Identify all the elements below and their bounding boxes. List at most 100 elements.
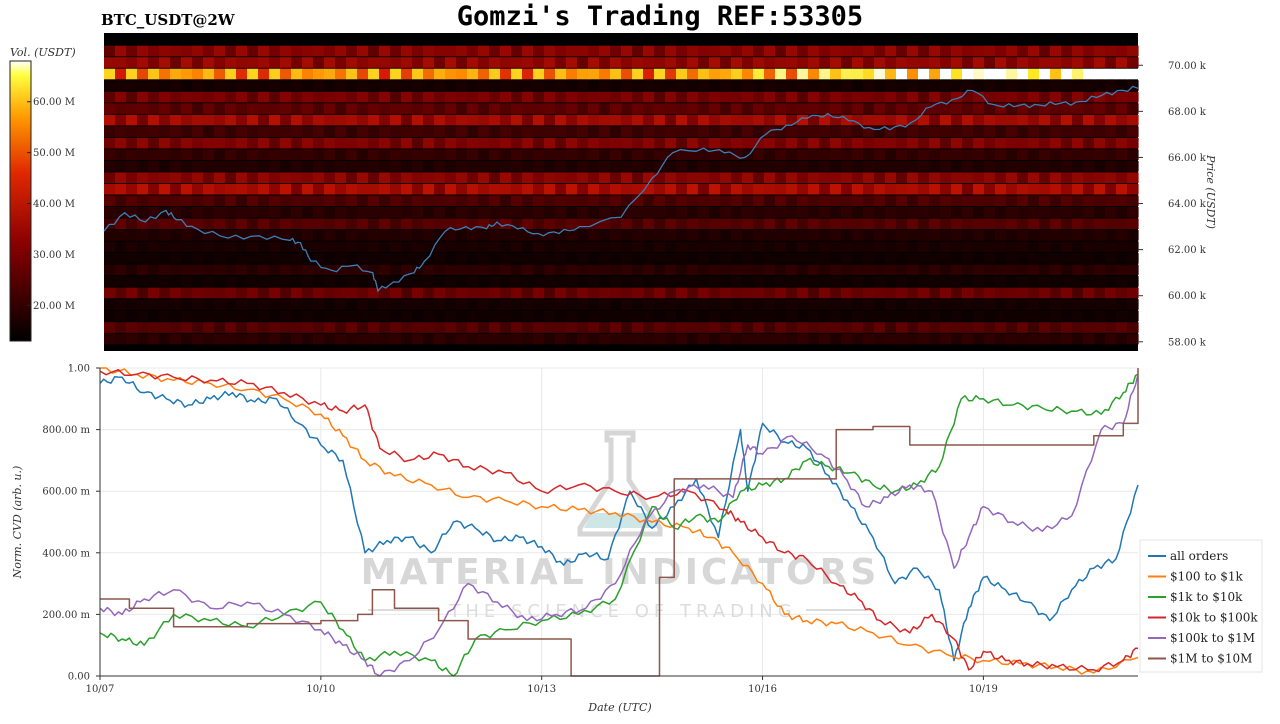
heatmap-cell [962,206,974,218]
heatmap-cell [192,68,204,80]
heatmap-cell [412,126,424,137]
heatmap-cell [170,160,182,172]
heatmap-cell [555,183,567,195]
heatmap-cell [313,126,325,137]
heatmap-cell [885,253,897,264]
heatmap-cell [907,103,919,114]
heatmap-cell [742,137,754,149]
heatmap-cell [225,68,237,80]
heatmap-cell [753,310,765,322]
heatmap-cell [786,264,798,276]
heatmap-cell [401,322,413,333]
heatmap-cell [632,264,644,276]
heatmap-cell [104,68,116,80]
heatmap-cell [379,126,391,137]
heatmap-cell [434,287,446,299]
heatmap-cell [1017,218,1029,230]
heatmap-cell [225,241,237,253]
heatmap-cell [588,218,600,230]
heatmap-cell [797,195,809,207]
heatmap-cell [236,322,248,333]
heatmap-cell [258,183,270,195]
heatmap-cell [401,68,413,80]
heatmap-cell [522,149,534,160]
heatmap-cell [907,218,919,230]
heatmap-cell [665,114,677,126]
heatmap-cell [654,276,666,287]
heatmap-cell [764,57,776,68]
heatmap-cell [544,218,556,230]
heatmap-cell [192,287,204,299]
heatmap-cell [742,172,754,184]
heatmap-cell [676,218,688,230]
heatmap-cell [753,91,765,103]
heatmap-cell [599,149,611,160]
heatmap-cell [214,241,226,253]
heatmap-cell [137,57,149,68]
heatmap-cell [159,45,171,57]
heatmap-cell [742,287,754,299]
legend-box [1139,539,1263,673]
heatmap-cell [599,103,611,114]
heatmap-cell [192,230,204,241]
heatmap-cell [863,57,875,68]
heatmap-cell [698,310,710,322]
heatmap-cell [555,230,567,241]
flask-liquid-icon [584,513,656,528]
heatmap-cell [632,80,644,91]
heatmap-cell [632,183,644,195]
heatmap-cell [654,91,666,103]
cvd-y-tick-label: 400.00 m [42,548,90,559]
heatmap-cell [621,103,633,114]
heatmap-cell [698,172,710,184]
heatmap-cell [786,322,798,333]
heatmap-cell [1116,68,1128,80]
heatmap-cell [698,103,710,114]
heatmap-cell [918,206,930,218]
heatmap-cell [720,230,732,241]
heatmap-cell [346,299,358,310]
heatmap-cell [676,183,688,195]
heatmap-cell [819,57,831,68]
heatmap-cell [709,241,721,253]
heatmap-cell [1006,276,1018,287]
heatmap-cell [984,333,996,345]
heatmap-cell [764,218,776,230]
heatmap-cell [401,276,413,287]
heatmap-cell [940,253,952,264]
heatmap-cell [423,253,435,264]
heatmap-cell [533,57,545,68]
heatmap-cell [676,230,688,241]
heatmap-cell [885,68,897,80]
heatmap-cell [390,91,402,103]
heatmap-cell [445,80,457,91]
heatmap-cell [643,45,655,57]
heatmap-cell [995,310,1007,322]
heatmap-cell [203,218,215,230]
heatmap-cell [819,206,831,218]
heatmap-cell [170,287,182,299]
heatmap-cell [126,57,138,68]
heatmap-cell [445,322,457,333]
heatmap-cell [676,206,688,218]
heatmap-cell [148,322,160,333]
heatmap-cell [236,264,248,276]
heatmap-cell [313,172,325,184]
heatmap-cell [676,68,688,80]
heatmap-cell [621,195,633,207]
heatmap-cell [896,114,908,126]
heatmap-cell [841,57,853,68]
heatmap-cell [236,103,248,114]
heatmap-cell [313,253,325,264]
heatmap-cell [632,241,644,253]
heatmap-cell [225,264,237,276]
heatmap-cell [797,103,809,114]
heatmap-cell [907,287,919,299]
heatmap-cell [1094,45,1106,57]
heatmap-cell [401,253,413,264]
heatmap-cell [995,195,1007,207]
heatmap-cell [885,114,897,126]
heatmap-cell [533,103,545,114]
heatmap-cell [511,310,523,322]
